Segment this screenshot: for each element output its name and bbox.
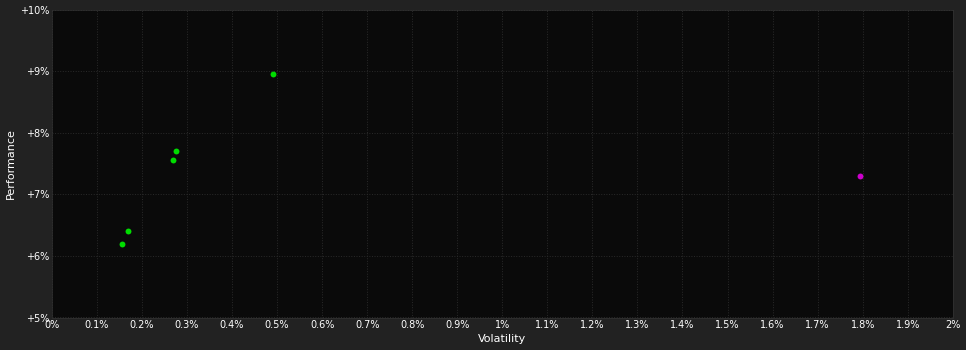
- X-axis label: Volatility: Volatility: [478, 335, 526, 344]
- Point: [114, 241, 129, 246]
- Point: [168, 148, 184, 154]
- Point: [166, 158, 182, 163]
- Y-axis label: Performance: Performance: [6, 128, 15, 199]
- Point: [121, 229, 136, 234]
- Point: [265, 71, 280, 77]
- Point: [853, 173, 868, 178]
